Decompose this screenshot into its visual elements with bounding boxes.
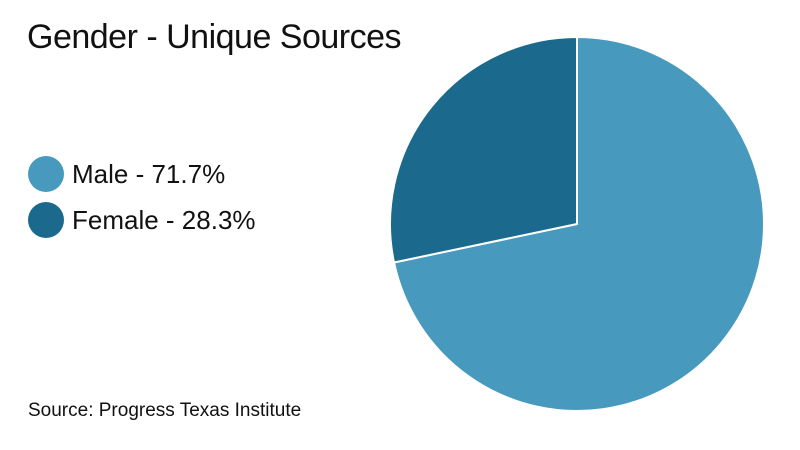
chart-title: Gender - Unique Sources — [27, 18, 402, 56]
legend-label-female: Female - 28.3% — [72, 204, 256, 235]
legend-label-male: Male - 71.7% — [72, 158, 226, 189]
pie-slice-male — [393, 36, 765, 412]
legend-swatch-female — [28, 202, 64, 238]
pie-slice-female — [389, 36, 578, 264]
legend: Male - 71.7% Female - 28.3% — [28, 156, 256, 248]
legend-item-male: Male - 71.7% — [28, 156, 256, 192]
legend-swatch-male — [28, 156, 64, 192]
source-note: Source: Progress Texas Institute — [28, 400, 302, 421]
legend-item-female: Female - 28.3% — [28, 202, 256, 238]
